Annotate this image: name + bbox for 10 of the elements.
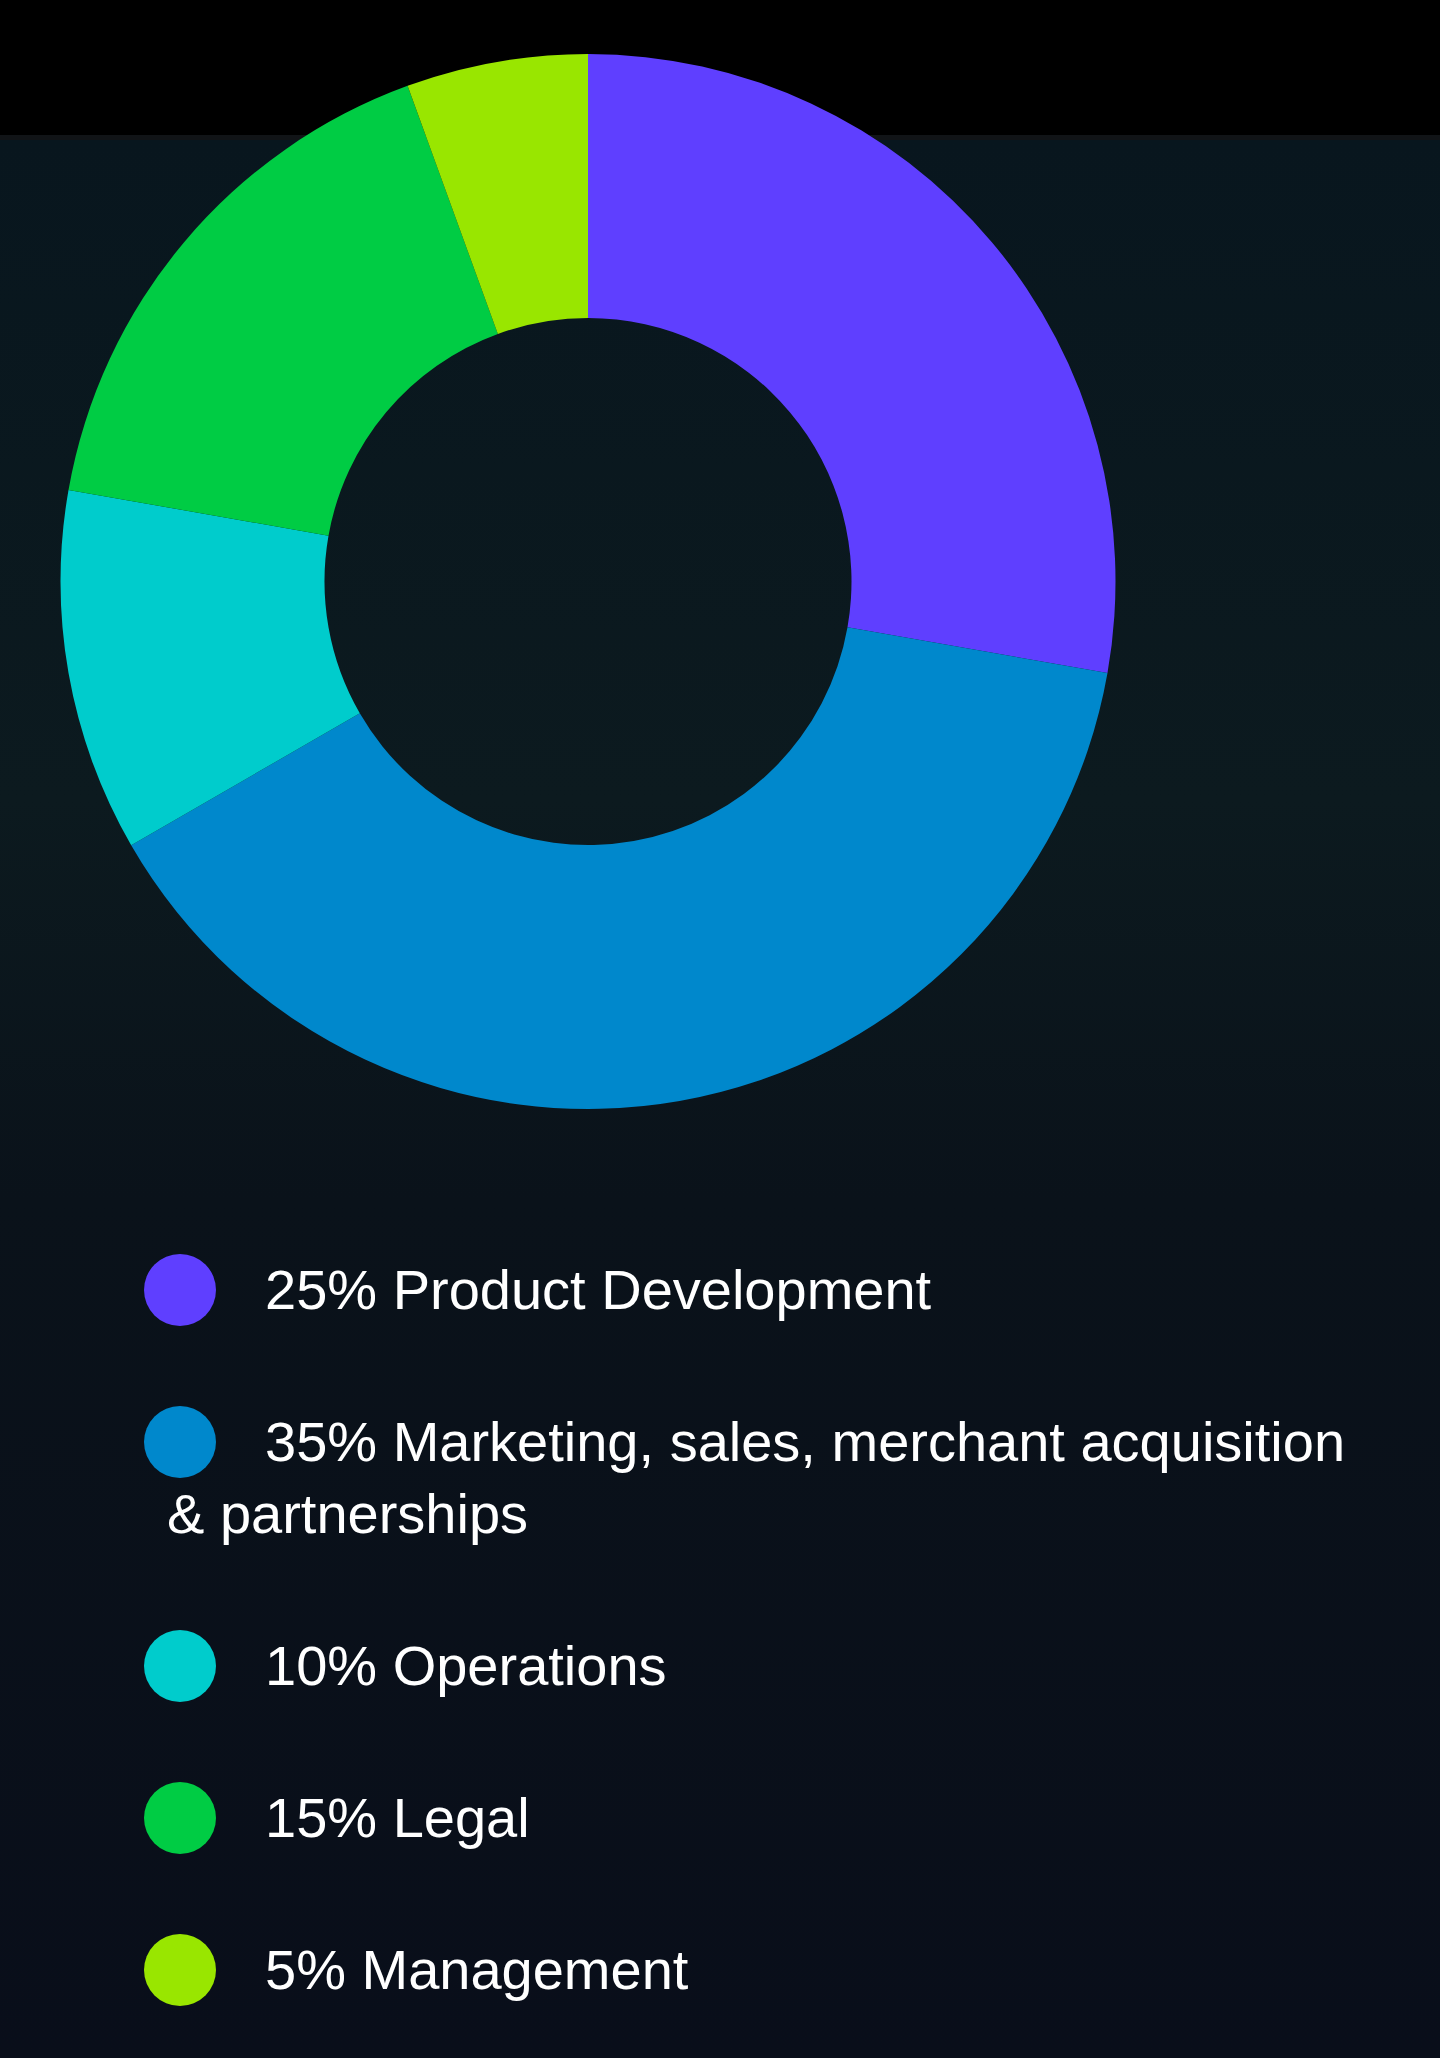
legend-label: 25% Product Development bbox=[265, 1258, 932, 1321]
legend-label: 5% Management bbox=[265, 1938, 689, 2001]
legend-label: 35% Marketing, sales, merchant acquisition & partnerships bbox=[167, 1410, 1346, 1545]
legend-label: 10% Operations bbox=[265, 1634, 667, 1697]
donut-slice bbox=[68, 85, 498, 536]
donut-slice bbox=[131, 627, 1108, 1109]
legend-label: 15% Legal bbox=[265, 1786, 530, 1849]
donut-slice bbox=[407, 54, 588, 334]
donut-slice bbox=[61, 489, 360, 846]
donut-slice bbox=[588, 54, 1115, 674]
